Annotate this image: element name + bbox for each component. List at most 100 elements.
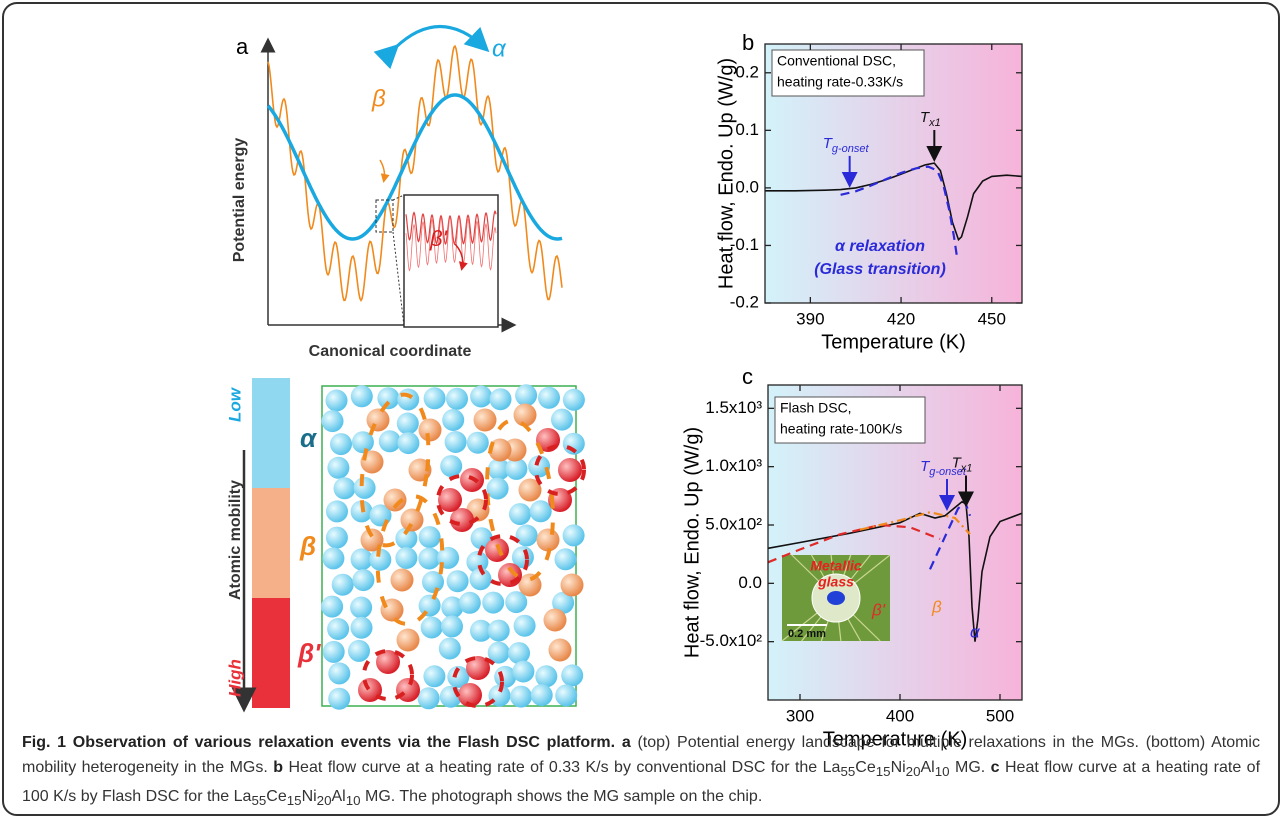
atom [528,455,551,478]
subscript: 15 [875,764,891,780]
atom [486,477,509,500]
atom [383,488,407,512]
y-tick-label: 0.2 [735,62,759,81]
inset-box [403,194,499,328]
caption-text: MG. [955,759,986,776]
y-tick-label: 5.0x10² [705,514,762,533]
atom [423,387,446,410]
zoom-box [375,199,394,233]
atom [450,508,474,532]
atom [418,526,441,549]
atom [510,685,532,708]
atom [420,616,443,639]
inset-title: glass [817,574,854,590]
atom [322,547,345,570]
atom [473,408,497,432]
atom [395,527,418,550]
alpha-curve [266,93,563,241]
note: α relaxation [835,238,925,255]
atom [488,438,512,462]
atom [482,591,505,614]
atom [369,548,392,571]
cluster-border [477,534,529,586]
atom [458,683,482,707]
atom [529,500,552,523]
atom [438,637,461,660]
element: La [233,788,252,806]
atom [441,615,463,638]
y-tick-label: -0.1 [730,235,759,254]
atom [422,571,444,593]
annotation-symbol: T [920,458,931,475]
atom [418,594,441,617]
series-label: β' [871,600,886,619]
subscript: 20 [316,793,332,809]
plot-frame [764,43,1023,304]
annotation-label: Tx1 [920,109,941,129]
x-tick-label: 450 [978,309,1006,328]
element: Ce [266,788,287,806]
atom [325,389,348,412]
scale-label: 0.2 mm [788,628,826,640]
cluster-border [362,649,414,701]
atom [538,386,560,409]
x-tick-label: 420 [887,309,915,328]
atom [400,508,424,532]
annotation-symbol: T [920,109,931,126]
y-tick-label: -5.0x10² [700,631,763,650]
atom [530,684,553,707]
atom [505,457,528,480]
atom [330,433,352,456]
atom [487,458,510,481]
atom [515,524,538,547]
subscript: 10 [345,793,361,809]
atom [513,403,537,427]
cluster-border [534,444,586,496]
atom [562,524,585,547]
caption-text: The photograph shows the MG sample on th… [399,788,763,806]
alpha-label: α [492,35,507,62]
element: La [822,759,841,776]
cluster-border [359,392,431,548]
series-label: β [931,597,942,616]
sample [827,591,845,605]
atom [518,478,542,502]
atom [331,573,354,596]
atom [328,687,351,710]
cluster-border [485,418,555,582]
beta-prime-label: β' [297,638,321,668]
atom [512,660,535,683]
atom [560,573,584,597]
y-tick-label: 0.0 [738,573,762,592]
atom [378,430,401,453]
annotation-symbol: T [823,135,834,152]
atom [397,388,420,411]
atom [469,568,492,591]
cluster-border [436,474,488,526]
subscript: 55 [840,764,856,780]
atom [438,488,462,512]
atom [333,477,356,500]
caption-title: Fig. 1 Observation of various relaxation… [22,734,616,751]
atom [390,568,414,592]
atom [470,385,493,408]
atom [505,591,528,614]
zoom-arrow [454,243,468,271]
atom [377,387,400,410]
plot-frame [767,384,1023,701]
high-label: High [225,659,244,697]
atom [518,573,542,597]
caption-text: Heat flow curve at a heating rate of 0.3… [288,759,818,776]
annotation-label: Tg-onset [823,135,870,155]
alpha-arrow [373,25,490,70]
atom [350,596,373,619]
atom [417,687,440,710]
alpha-label: α [300,423,318,453]
atom [494,665,517,688]
inset-title: Metallic [810,558,862,574]
atom [508,642,530,665]
atom [561,664,584,687]
zoom-curve [379,159,497,272]
